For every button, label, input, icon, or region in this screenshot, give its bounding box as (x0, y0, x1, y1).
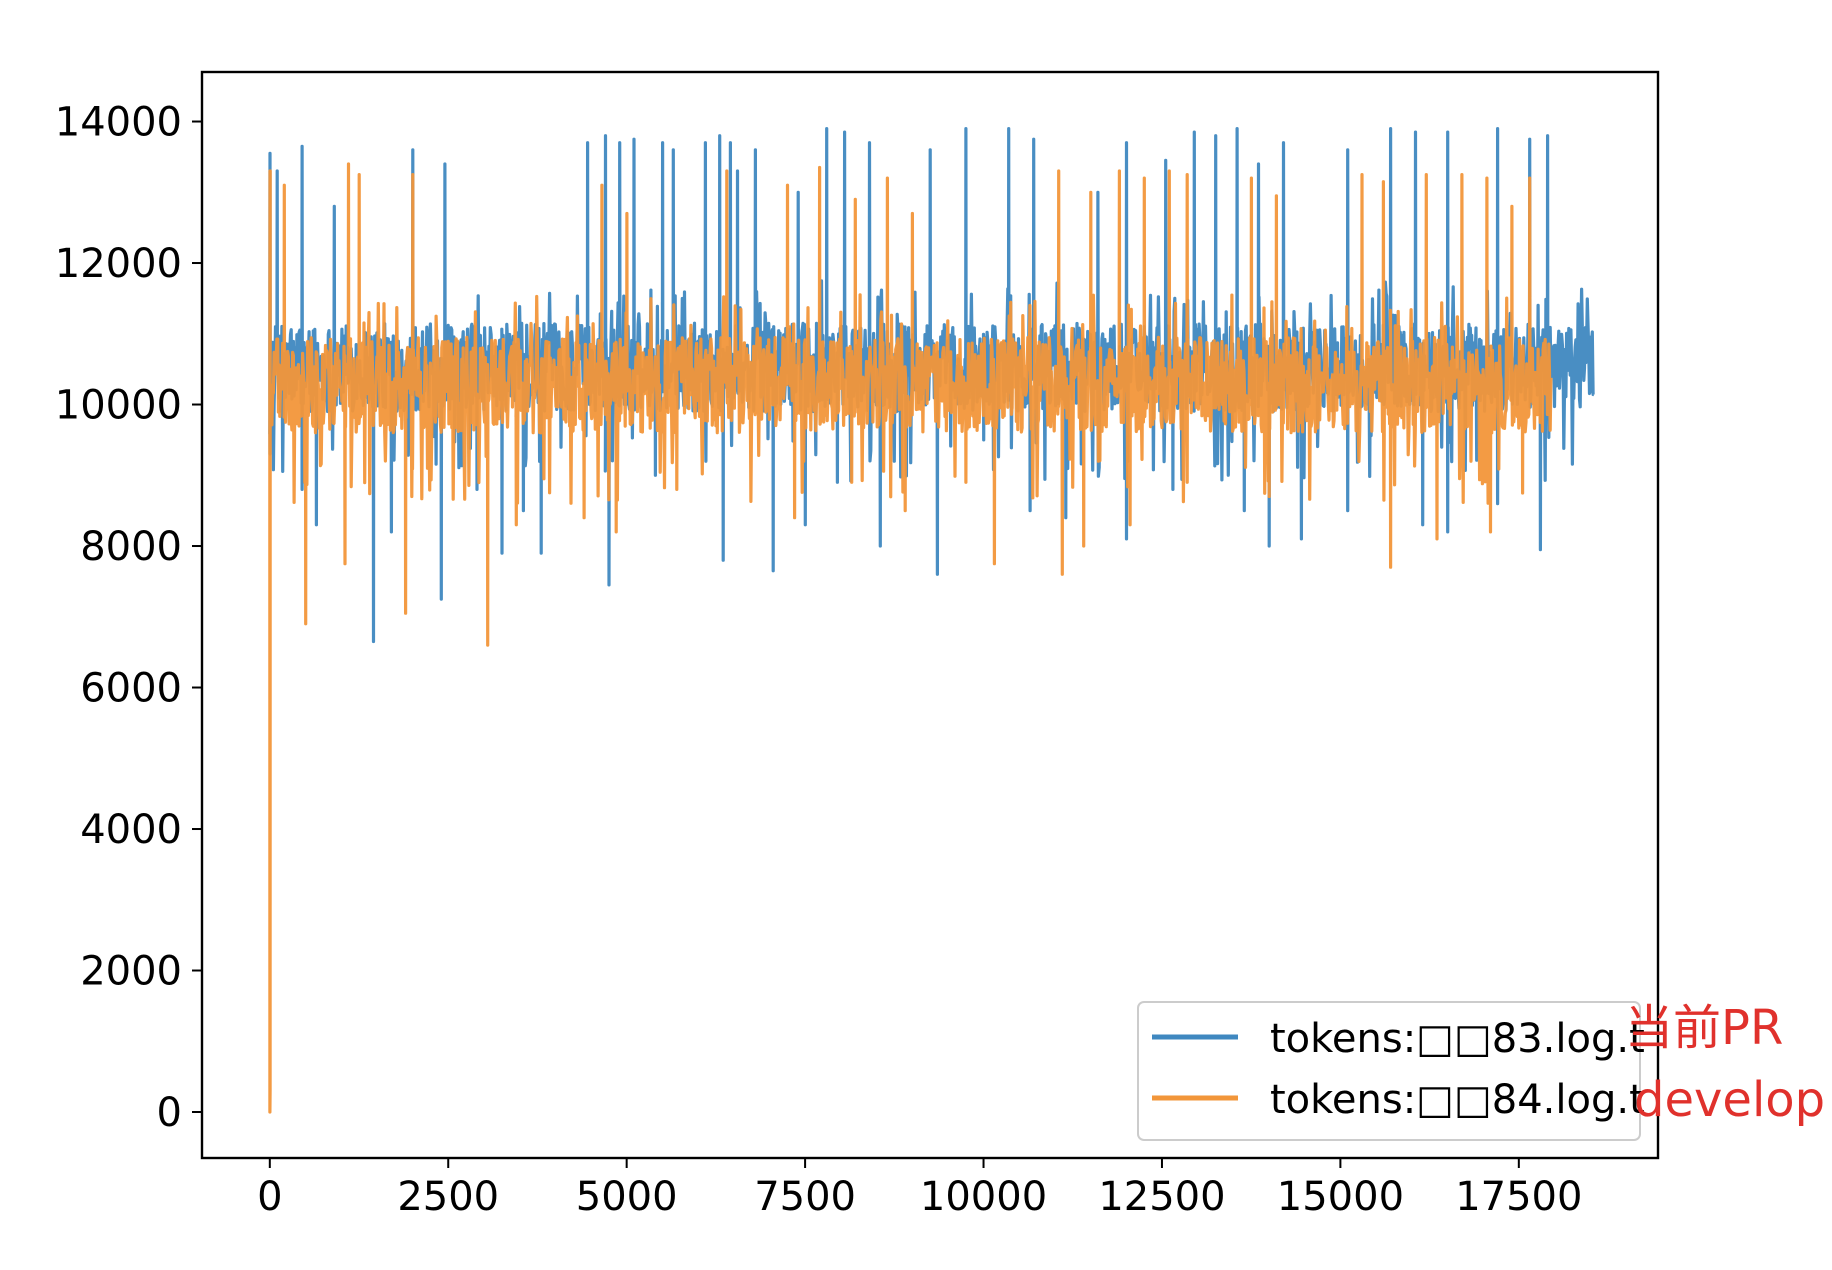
x-tick-label: 15000 (1277, 1174, 1404, 1220)
y-tick-label: 4000 (80, 807, 182, 853)
y-tick-label: 8000 (80, 524, 182, 570)
series-layer (268, 127, 1595, 1114)
x-tick-label: 7500 (754, 1174, 856, 1220)
x-tick-label: 17500 (1455, 1174, 1582, 1220)
plot-frame (200, 70, 1660, 1160)
legend: tokens:□□83.log.t tokens:□□84.log.t (1137, 1001, 1645, 1141)
annotation-current-pr: 当前PR (1625, 1000, 1783, 1056)
y-tick-label: 6000 (80, 666, 182, 712)
x-tick-label: 2500 (397, 1174, 499, 1220)
series-line-2 (268, 162, 1553, 1114)
legend-label-series-2: tokens:□□84.log.t (1270, 1077, 1645, 1123)
y-tick-label: 14000 (55, 100, 182, 146)
y-axis: 0 2000 4000 6000 8000 10000 12000 14000 (55, 100, 202, 1136)
x-tick-label: 0 (257, 1174, 282, 1220)
y-tick-label: 2000 (80, 949, 182, 995)
x-tick-label: 12500 (1098, 1174, 1225, 1220)
x-tick-label: 10000 (920, 1174, 1047, 1220)
y-tick-label: 12000 (55, 241, 182, 287)
legend-box (1137, 1001, 1641, 1141)
annotation-develop: develop (1634, 1072, 1825, 1128)
legend-label-series-1: tokens:□□83.log.t (1270, 1016, 1645, 1062)
x-axis: 0 2500 5000 7500 10000 12500 15000 17500 (257, 1158, 1582, 1220)
y-tick-label: 0 (157, 1090, 182, 1136)
y-tick-label: 10000 (55, 383, 182, 429)
x-tick-label: 5000 (576, 1174, 678, 1220)
